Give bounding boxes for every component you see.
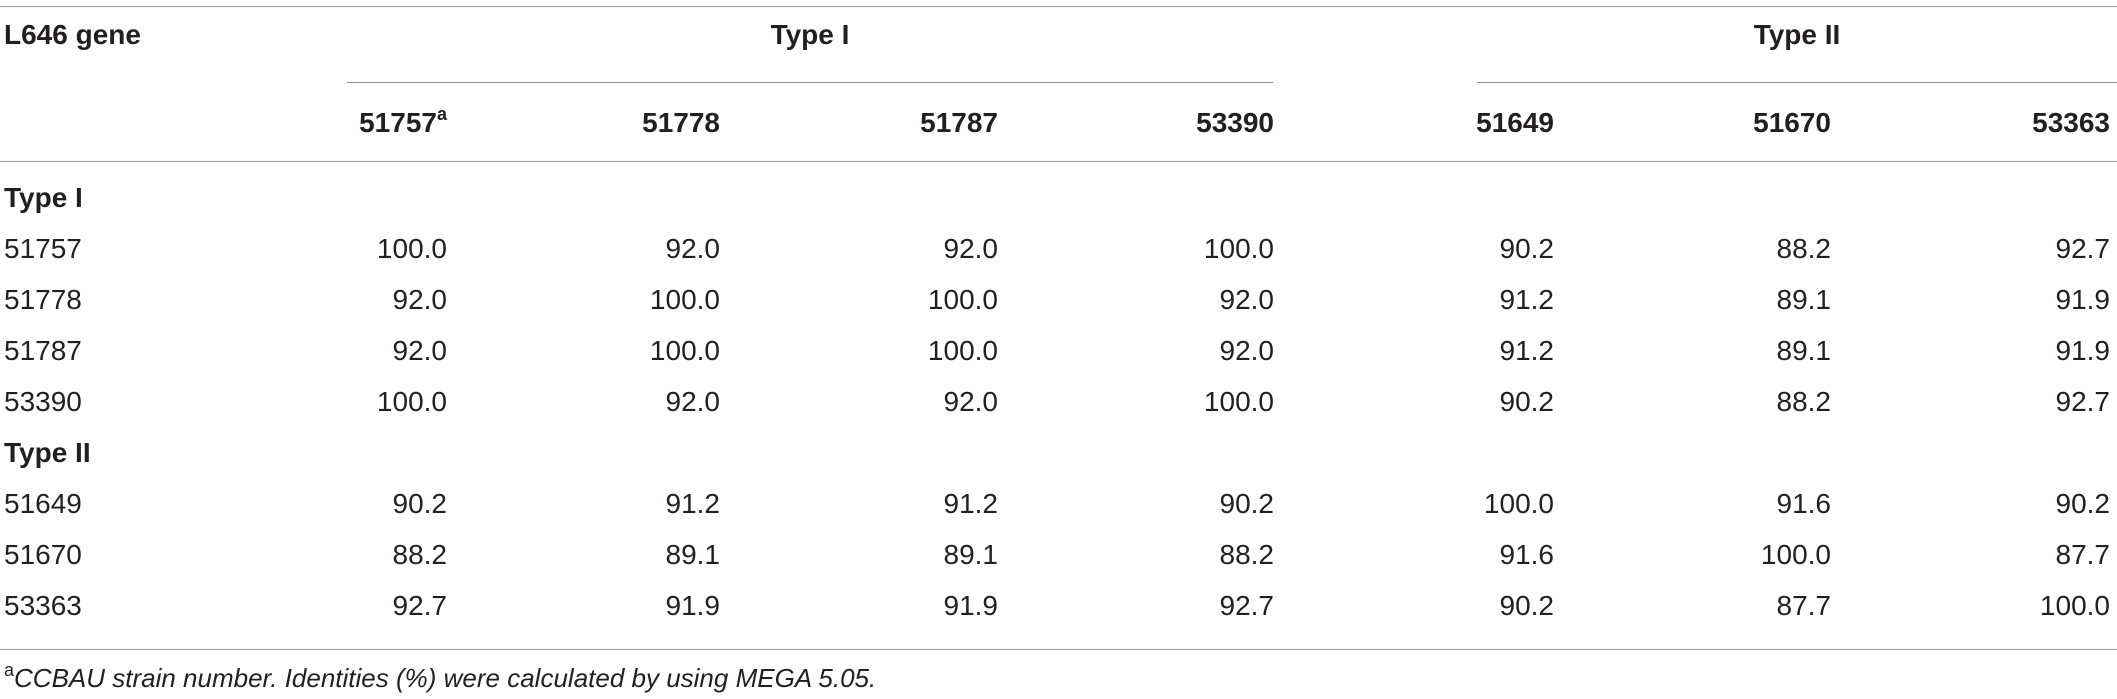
table-cell: 91.9 [2055,335,2111,366]
row-label: 51757 [4,233,82,264]
group-rule-type-i [347,82,1273,83]
table-cell: 91.2 [665,488,721,519]
table-cell: 100.0 [1203,233,1274,264]
column-header: 53390 [1196,107,1274,138]
group-rule-type-ii [1477,82,2117,83]
table-cell: 100.0 [376,233,447,264]
table-bottom-rule [0,649,2117,650]
table-cell: 91.6 [1776,488,1832,519]
table-cell: 89.1 [943,539,999,570]
table-cell: 89.1 [665,539,721,570]
table-cell: 91.6 [1499,539,1555,570]
row-label: 51787 [4,335,82,366]
table-cell: 100.0 [1203,386,1274,417]
group-header-type-ii: Type II [1753,19,1841,50]
column-header: 51778 [642,107,720,138]
table-cell: 92.0 [943,233,999,264]
table-cell: 87.7 [1776,590,1832,621]
table-top-rule [0,6,2117,7]
table-cell: 91.9 [2055,284,2111,315]
table-cell: 100.0 [927,284,998,315]
table-cell: 91.9 [943,590,999,621]
group-header-type-i: Type I [770,19,850,50]
row-label: 53390 [4,386,82,417]
table-cell: 92.0 [1219,335,1275,366]
footnote-marker: a [436,103,447,124]
section-label-type-ii: Type II [4,437,91,468]
table-cell: 92.0 [1219,284,1275,315]
table-cell: 90.2 [1219,488,1275,519]
table-cell: 100.0 [2039,590,2110,621]
row-label: 51670 [4,539,82,570]
table-cell: 88.2 [392,539,448,570]
row-label: 51649 [4,488,82,519]
table-cell: 100.0 [927,335,998,366]
table-cell: 90.2 [1499,233,1555,264]
section-label-type-i: Type I [4,182,83,213]
table-cell: 90.2 [392,488,448,519]
footnote-marker: a [4,660,15,681]
table-footnote: aCCBAU strain number. Identities (%) wer… [4,660,877,694]
row-label: 51778 [4,284,82,315]
table-cell: 91.2 [1499,335,1555,366]
column-header: 51670 [1753,107,1831,138]
table-cell: 91.2 [943,488,999,519]
column-header: 53363 [2032,107,2110,138]
table-cell: 100.0 [1760,539,1831,570]
table-cell: 100.0 [649,284,720,315]
corner-label: L646 gene [4,19,141,50]
footnote-text: CCBAU strain number. Identities (%) were… [14,663,877,693]
column-header: 51649 [1476,107,1554,138]
table-cell: 88.2 [1219,539,1275,570]
table-cell: 92.7 [2055,386,2111,417]
table-cell: 92.0 [943,386,999,417]
table-cell: 92.0 [392,284,448,315]
table-cell: 91.9 [665,590,721,621]
row-label: 53363 [4,590,82,621]
table-cell: 90.2 [1499,590,1555,621]
table-cell: 92.0 [665,233,721,264]
table-cell: 89.1 [1776,335,1832,366]
table-cell: 88.2 [1776,233,1832,264]
table-cell: 87.7 [2055,539,2111,570]
table-cell: 92.7 [1219,590,1275,621]
table-cell: 89.1 [1776,284,1832,315]
table-cell: 92.0 [392,335,448,366]
header-bottom-rule [0,161,2117,162]
table-cell: 92.0 [665,386,721,417]
table-cell: 92.7 [2055,233,2111,264]
table-cell: 92.7 [392,590,448,621]
table-cell: 88.2 [1776,386,1832,417]
table-cell: 90.2 [1499,386,1555,417]
column-header: 51787 [920,107,998,138]
table-cell: 90.2 [2055,488,2111,519]
table-cell: 100.0 [649,335,720,366]
table-cell: 100.0 [376,386,447,417]
table-cell: 100.0 [1483,488,1554,519]
column-header: 51757a [359,103,447,138]
table-cell: 91.2 [1499,284,1555,315]
